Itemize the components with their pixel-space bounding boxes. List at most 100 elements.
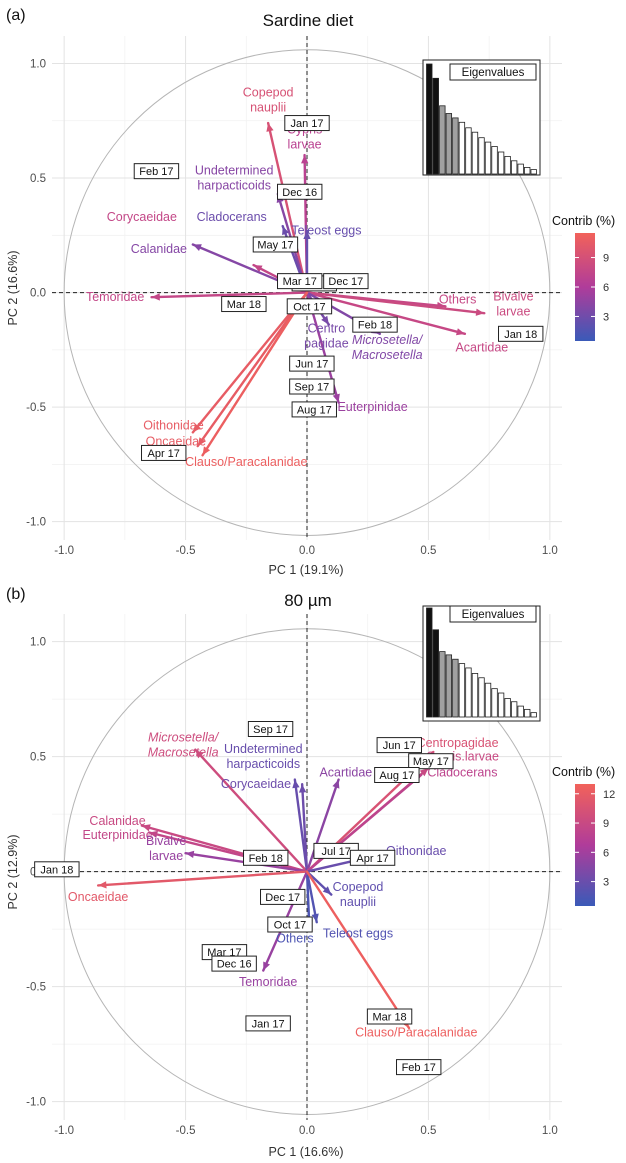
panel-b-eigenvalue-inset: Eigenvalues <box>422 605 541 722</box>
svg-text:Jun 17: Jun 17 <box>383 740 416 752</box>
panel-a-y-tick-label: 0.5 <box>30 173 46 185</box>
panel-a-month-label-dec-16: Dec 16 <box>277 183 323 200</box>
panel-b-eigenvalue-bar <box>478 677 485 718</box>
panel-a-eigenvalue-bar <box>530 169 537 175</box>
panel-b-variable-label: Euterpinidae <box>82 828 152 842</box>
panel-b-arrow-oncaeidae <box>96 870 309 889</box>
panel-b-y-tick-label: -1.0 <box>26 1097 46 1109</box>
panel-b-arrow-corycaeidae <box>298 783 309 873</box>
panel-a: (a) Sardine diet -1.0 -0.5 0.0 0.5 1.0 1.0 0.5… <box>6 7 615 577</box>
svg-text:Oct 17: Oct 17 <box>274 920 306 932</box>
panel-b-legend-tick-label: 3 <box>603 877 609 889</box>
panel-a-variable-label: Oithonidae <box>143 418 204 432</box>
svg-text:Sep 17: Sep 17 <box>253 724 288 736</box>
panel-b-variable-label: Teleost eggs <box>323 927 393 941</box>
svg-text:Feb 18: Feb 18 <box>358 320 392 332</box>
panel-a-arrow-bivalve-larvae <box>305 291 486 316</box>
panel-a-legend-tick-label: 3 <box>603 311 609 323</box>
panel-a-x-tick-label: 0.5 <box>420 545 436 557</box>
panel-b-y-axis-label: PC 2 (12.9%) <box>6 834 20 909</box>
panel-a-variable-label: Euterpinidae <box>337 400 407 414</box>
svg-text:Dec 16: Dec 16 <box>282 187 317 199</box>
svg-text:Dec 16: Dec 16 <box>217 959 252 971</box>
panel-a-eigenvalue-bar <box>426 63 433 175</box>
panel-b-arrow-teleost-eggs <box>305 870 319 924</box>
panel-a-arrow-oithonidae <box>191 291 309 434</box>
panel-b-month-label-jan-18: Jan 18 <box>34 861 80 878</box>
panel-a-eigenvalue-bar <box>510 160 518 175</box>
panel-a-y-tick-label: -0.5 <box>26 402 46 414</box>
panel-b-month-label-oct-17: Oct 17 <box>267 916 313 933</box>
panel-b-legend-tick-label: 6 <box>603 847 609 859</box>
panel-b-variable-label: Oithonidae <box>386 844 447 858</box>
panel-b-month-label-jun-17: Jun 17 <box>376 737 422 754</box>
panel-b-y-tick-label: -0.5 <box>26 982 46 994</box>
panel-a-eigenvalue-bar <box>497 151 505 175</box>
panel-a-month-label-aug-17: Aug 17 <box>291 401 337 418</box>
panel-b-x-axis-label: PC 1 (16.6%) <box>268 1145 343 1159</box>
svg-text:May 17: May 17 <box>257 239 293 251</box>
panel-b-ticks: -1.0-0.50.00.51.01.00.50.0-0.5-1.0 <box>26 637 558 1137</box>
panel-b-eigenvalue-bar <box>517 705 524 718</box>
panel-a-variable-label: Clauso/Paracalanidae <box>185 455 307 469</box>
panel-b-title: 80 µm <box>284 591 332 610</box>
panel-a-eigenvalue-bar <box>458 121 466 175</box>
panel-b-eigenvalue-bar <box>465 667 472 718</box>
panel-a-y-tick-label: -1.0 <box>26 517 46 529</box>
panel-a-eigenvalue-bar <box>504 155 511 175</box>
panel-a-eigenvalue-bar <box>484 141 492 175</box>
panel-b-y-tick-label: 1.0 <box>30 637 46 649</box>
panel-a-arrow-temoridae <box>150 291 309 301</box>
panel-b-variable-label: Oncaeidae <box>68 890 129 904</box>
panel-b-month-label-sep-17: Sep 17 <box>247 721 294 737</box>
panel-a-month-label-may-17: May 17 <box>252 236 299 253</box>
panel-b-variable-label: Clauso/Paracalanidae <box>355 1026 477 1040</box>
panel-b-month-label-aug-17: Aug 17 <box>374 767 420 783</box>
panel-b-legend-tick-label: 9 <box>603 818 609 830</box>
panel-b-eigenvalue-bar <box>484 682 492 718</box>
panel-a-arrow-acartidae <box>305 291 467 336</box>
panel-a-variable-label: Temoridae <box>86 290 144 304</box>
panel-b-x-tick-label: -0.5 <box>176 1125 196 1137</box>
svg-text:Aug 17: Aug 17 <box>297 404 332 416</box>
panel-b-x-tick-label: 1.0 <box>542 1125 558 1137</box>
panel-b-eigenvalue-bar <box>497 692 505 718</box>
panel-b-eigenvalue-bar <box>524 708 531 718</box>
panel-b-arrow-copepod-nauplii <box>305 870 333 896</box>
panel-a-eigenvalue-bars <box>426 63 537 175</box>
panel-a-eigenvalue-bar <box>432 77 439 175</box>
panel-a-month-label-feb-18: Feb 18 <box>352 316 398 333</box>
panel-b: (b) 80 µm -1.0-0.50.00.51.01.00.50.0-0.5… <box>6 586 615 1159</box>
panel-b-y-tick-label: 0.5 <box>30 752 46 764</box>
panel-b-label: (b) <box>6 586 26 603</box>
panel-b-eigenvalue-bar <box>530 712 537 718</box>
panel-a-x-tick-label: -1.0 <box>54 545 74 557</box>
svg-text:Jan 18: Jan 18 <box>504 329 537 341</box>
panel-b-month-label-apr-17: Apr 17 <box>349 849 396 866</box>
panel-a-variable-label: Others <box>439 292 477 306</box>
panel-b-variable-label: Copepod nauplii <box>333 880 384 909</box>
panel-a-month-label-mar-17: Mar 17 <box>277 273 323 290</box>
panel-a-y-tick-label: 1.0 <box>30 58 46 70</box>
svg-text:Mar 18: Mar 18 <box>372 1012 406 1024</box>
panel-b-eigenvalue-bar <box>445 654 453 718</box>
panel-a-variable-label: Corycaeidae <box>107 210 177 224</box>
svg-text:Mar 17: Mar 17 <box>283 276 317 288</box>
panel-b-eigenvalue-bar <box>491 688 498 718</box>
panel-a-eigenvalue-inset: Eigenvalues <box>422 59 541 176</box>
panel-a-label: (a) <box>6 7 26 24</box>
svg-text:Dec 17: Dec 17 <box>265 892 300 904</box>
panel-a-title: Sardine diet <box>263 11 354 30</box>
panel-b-contrib-legend: Contrib (%) 12 9 6 3 <box>552 765 615 906</box>
panel-b-variable-label: Calanidae <box>89 814 145 828</box>
panel-a-arrow-clauso-paracalanidae <box>201 291 309 457</box>
panel-a-month-label-dec-17: Dec 17 <box>323 273 369 290</box>
panel-a-eigenvalue-bar <box>478 137 485 175</box>
panel-b-variable-label: Centropagidae <box>417 736 499 750</box>
panel-b-eigenvalue-bar <box>432 629 439 718</box>
panel-a-eigenvalue-bar <box>524 166 531 175</box>
panel-a-month-label-apr-17: Apr 17 <box>141 444 187 461</box>
panel-a-variable-label: Undetermined harpacticoids <box>195 164 274 193</box>
panel-b-eigenvalue-bar <box>426 607 433 718</box>
panel-a-arrow-oncaeidae <box>196 291 309 448</box>
